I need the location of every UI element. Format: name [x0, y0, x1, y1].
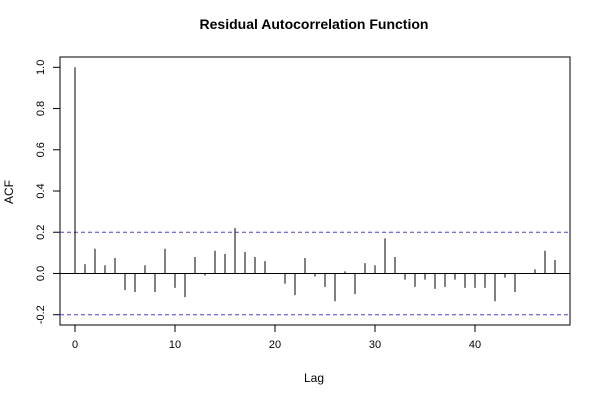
x-tick-label: 40 — [469, 339, 481, 351]
chart-title: Residual Autocorrelation Function — [200, 16, 429, 32]
y-tick-label: -0.2 — [35, 305, 47, 324]
y-tick-label: 0.2 — [35, 225, 47, 240]
y-tick-label: 0.0 — [35, 266, 47, 281]
x-axis: 0 10 20 30 40 — [72, 325, 481, 351]
x-tick-label: 20 — [269, 339, 281, 351]
y-axis: -0.2 0.0 0.2 0.4 0.6 0.8 1.0 — [35, 60, 60, 324]
y-tick-label: 1.0 — [35, 60, 47, 75]
y-tick-label: 0.8 — [35, 101, 47, 116]
acf-bars — [74, 67, 556, 302]
plot-frame — [59, 56, 571, 326]
x-tick-label: 10 — [169, 339, 181, 351]
x-tick-label: 0 — [72, 339, 78, 351]
x-axis-label: Lag — [304, 371, 324, 385]
x-tick-label: 30 — [369, 339, 381, 351]
y-axis-label: ACF — [2, 180, 16, 204]
confidence-bounds — [60, 231, 570, 316]
y-tick-label: 0.6 — [35, 142, 47, 157]
y-tick-label: 0.4 — [35, 183, 47, 198]
